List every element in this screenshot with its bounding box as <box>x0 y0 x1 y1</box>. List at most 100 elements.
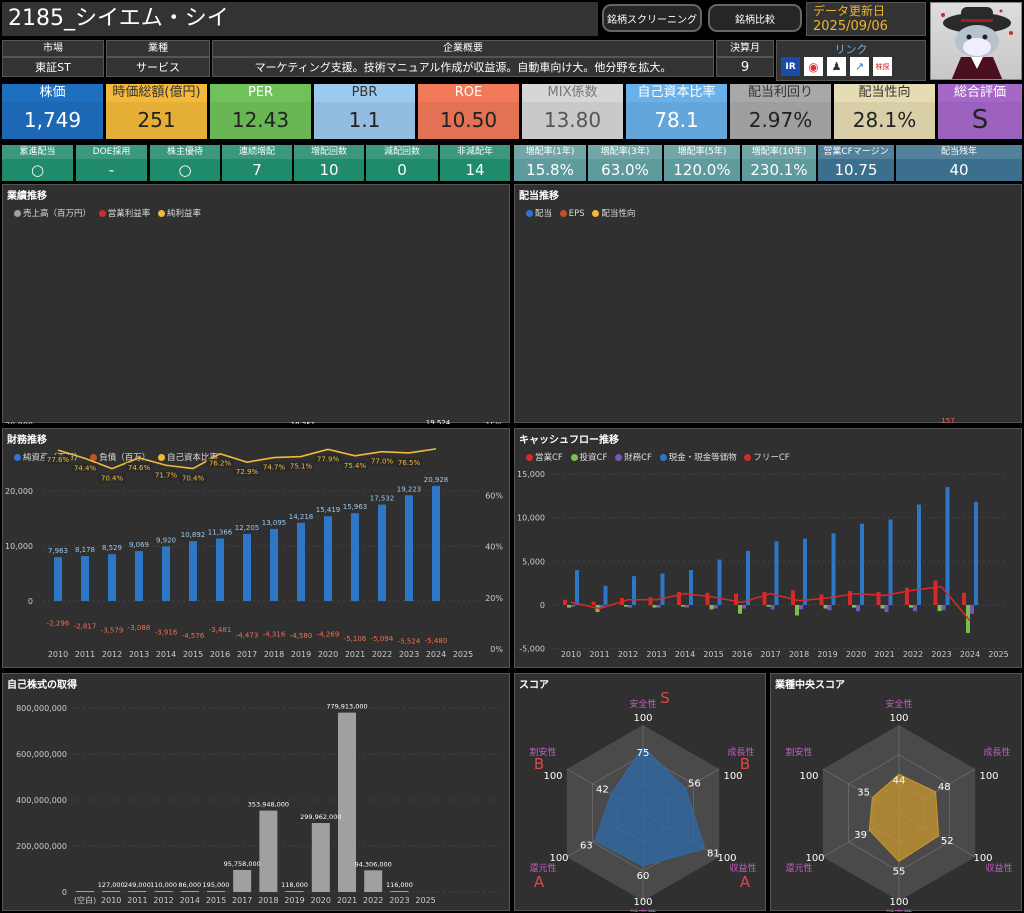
radar-axis-label: 還元性 <box>785 862 812 874</box>
industry-value: サービス <box>106 57 210 77</box>
cash-bar <box>632 576 636 605</box>
radar-axis-label: 安全性 <box>629 698 656 710</box>
jisha-xtick: 2011 <box>127 896 147 905</box>
y-tick: 5,000 <box>522 557 545 566</box>
assets-label: 9,920 <box>156 536 176 544</box>
radar-value: 39 <box>854 830 867 841</box>
op-bar <box>563 599 567 605</box>
indicator-value: 0 <box>397 161 407 179</box>
indicator-6: 非減配年 14 <box>440 145 510 181</box>
screening-button[interactable]: 銘柄スクリーニング <box>602 4 702 32</box>
kpi-label: ROE <box>454 85 483 100</box>
assets-label: 9,069 <box>129 541 149 549</box>
assets-bar <box>108 554 116 601</box>
y2-tick: 15% <box>485 421 503 424</box>
indicator-value: 15.8% <box>526 161 574 179</box>
fin-bar <box>884 605 889 612</box>
indicator-value: 14 <box>465 161 485 179</box>
op-bar <box>876 591 881 605</box>
radar-axis-label: 効率性 <box>629 908 656 912</box>
ratio-label-bg <box>341 460 369 470</box>
kpi-value: 1,749 <box>2 102 103 139</box>
indicator-value: ○ <box>30 161 45 179</box>
jisha-xtick: 2014 <box>180 896 200 905</box>
ratio-label-bg <box>44 455 72 465</box>
cf-xtick: 2016 <box>732 650 752 659</box>
character-image <box>941 7 1013 79</box>
grade-label: A <box>534 873 545 891</box>
kabutan-link-icon[interactable]: 株探 <box>873 57 892 76</box>
ratio-label-bg <box>179 473 207 483</box>
cash-bar <box>974 501 978 605</box>
buyback-bar <box>207 891 225 892</box>
ir-link-icon[interactable]: IR <box>781 57 800 76</box>
overview-value: マーケティング支援。技術マニュアル作成が収益源。自動車向け大。他分野を拡大。 <box>212 57 714 77</box>
indicator-label: 増配率(10年) <box>742 145 816 159</box>
radar-value: 52 <box>941 836 954 847</box>
indicator-label: 連続増配 <box>222 145 292 159</box>
panel-zaimu: 財務推移 純資産（百万） 負債（百万） 自己資本比率 010,00020,000… <box>2 428 510 668</box>
kpi-8: 配当性向 28.1% <box>834 84 935 139</box>
buyback-label: 299,962,000 <box>300 813 341 821</box>
ratio-label: 77.6% <box>47 456 70 464</box>
cash-bar <box>803 538 807 605</box>
person-link-icon[interactable]: ♟ <box>827 57 846 76</box>
radar-axis-label: 成長性 <box>727 746 754 758</box>
indicator-value: 10.75 <box>834 161 878 179</box>
ratio-label: 70.4% <box>182 475 205 483</box>
jisha-xtick: 2019 <box>284 896 304 905</box>
fiscal-cell: 決算月 9 <box>716 40 774 77</box>
legend-op-margin: 営業利益率 <box>107 209 151 219</box>
indicator-value: 230.1% <box>750 161 808 179</box>
inv-bar <box>652 605 657 608</box>
op-bar <box>734 593 738 605</box>
panel-median: 業種中央スコア 444852553935安全性100成長性100収益性100効率… <box>770 673 1022 912</box>
ratio-label: 70.4% <box>101 475 124 483</box>
radar-axis-label: 収益性 <box>729 862 756 874</box>
radar-value: 60 <box>637 871 650 882</box>
kpi-7: 配当利回り 2.97% <box>730 84 831 139</box>
jisha-title: 自己株式の取得 <box>7 680 77 691</box>
radar-axis-label: 割安性 <box>529 746 556 758</box>
buyback-bar <box>154 891 173 892</box>
kpi-9: 総合評価 S <box>938 84 1022 139</box>
kpi-label: 時価総額(億円) <box>112 85 201 100</box>
radar-area <box>594 746 706 867</box>
update-info: データ更新日 2025/09/06 <box>806 2 926 36</box>
inv-bar <box>880 605 885 609</box>
compare-button[interactable]: 銘柄比較 <box>708 4 802 32</box>
y-tick: 20,000 <box>5 421 33 424</box>
zaimu-xtick: 2023 <box>399 650 419 659</box>
cash-bar <box>945 487 950 605</box>
indicator-2: 株主優待 ○ <box>150 145 220 181</box>
y-tick: 600,000,000 <box>16 750 67 759</box>
indicator-label: 配当残年 <box>896 145 1022 159</box>
cash-bar <box>774 541 779 605</box>
zaimu-xtick: 2018 <box>264 650 284 659</box>
y2-tick: 60% <box>485 491 503 500</box>
legend-ratio: 自己資本比率 <box>166 453 218 463</box>
y-tick: 800,000,000 <box>16 704 67 713</box>
cf-xtick: 2023 <box>931 650 951 659</box>
y-tick: 10,000 <box>5 542 33 551</box>
inv-bar <box>709 605 714 610</box>
assets-label: 14,218 <box>289 513 314 521</box>
sales-label: 19,251 <box>291 421 316 424</box>
legend-eps: EPS <box>568 209 585 219</box>
kpi-label: 配当性向 <box>858 85 911 100</box>
buyback-label: 118,000 <box>281 881 308 889</box>
chart-link-icon[interactable]: ↗ <box>850 57 869 76</box>
legend-net-margin: 純利益率 <box>166 209 201 219</box>
jisha-xtick: (空白) <box>74 895 96 905</box>
legend-free-cf: フリーCF <box>753 453 790 463</box>
kpi-label: 自己資本比率 <box>637 85 716 100</box>
sales-label: 19,524 <box>426 419 451 424</box>
news-link-icon[interactable]: ◉ <box>804 57 823 76</box>
assets-label: 13,095 <box>262 519 287 527</box>
cf-xtick: 2024 <box>960 650 980 659</box>
buyback-bar <box>102 891 121 892</box>
free-cf-line <box>570 585 971 622</box>
assets-bar <box>432 485 440 601</box>
median-title: 業種中央スコア <box>775 680 845 691</box>
zaimu-xtick: 2011 <box>75 650 95 659</box>
